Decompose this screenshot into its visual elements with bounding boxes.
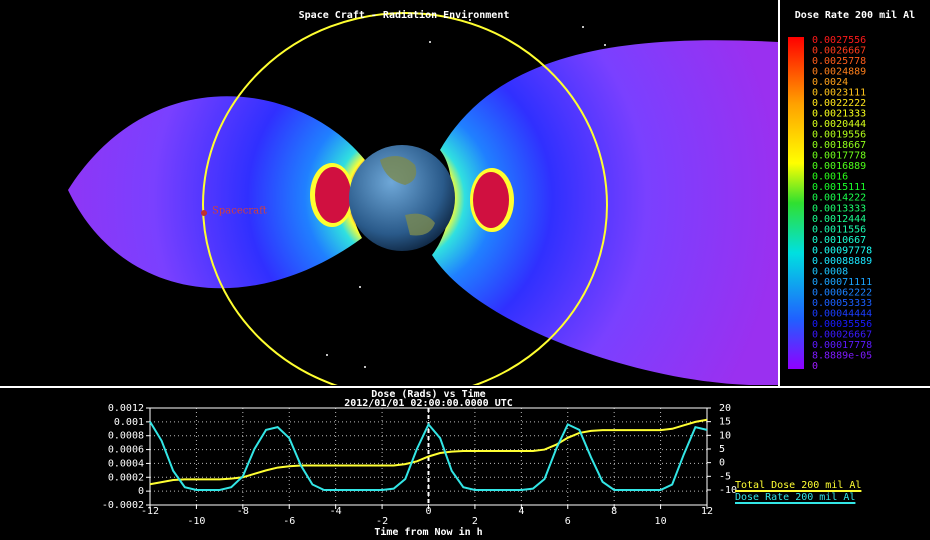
- colorbar-label: 0.00035556: [812, 319, 872, 330]
- colorbar-label: 0.0020444: [812, 119, 866, 130]
- colorbar-label: 0.0013333: [812, 203, 866, 214]
- colorbar-label: 0.00088889: [812, 256, 872, 267]
- colorbar-label: 0.00062222: [812, 287, 872, 298]
- viewer: Spacecraft Space Craft - Radiation Envir…: [68, 9, 778, 397]
- colorbar-label: 0.0012444: [812, 214, 866, 225]
- colorbar-label: 0.0024889: [812, 67, 866, 78]
- legend-label: Total Dose 200 mil Al: [735, 480, 861, 491]
- y-tick-label: 0.0002: [108, 472, 144, 483]
- x-tick-label: -10: [187, 516, 205, 527]
- y2-tick-label: 10: [719, 430, 731, 441]
- colorbar-label: 0.0010667: [812, 235, 866, 246]
- y-tick-label: 0.0012: [108, 403, 144, 414]
- colorbar-label: 0.0014222: [812, 193, 866, 204]
- y2-tick-label: 5: [719, 444, 725, 455]
- y-tick-label: 0.0008: [108, 431, 144, 442]
- viewer-title: Space Craft - Radiation Environment: [299, 9, 510, 21]
- colorbar-label: 0.00026667: [812, 329, 872, 340]
- inner-belt: [315, 167, 351, 223]
- app-window: Spacecraft Space Craft - Radiation Envir…: [0, 0, 930, 540]
- y2-tick-label: 20: [719, 403, 731, 414]
- y2-tick-label: -5: [719, 471, 731, 482]
- x-tick-label: -2: [376, 516, 388, 527]
- colorbar-label: 0.00017778: [812, 340, 872, 351]
- colorbar-label: 0.0019556: [812, 130, 866, 141]
- y-tick-label: 0: [138, 486, 144, 497]
- colorbar-label: 0.0025778: [812, 56, 866, 67]
- colorbar-label: 0.0015111: [812, 182, 866, 193]
- chart-subtitle: 2012/01/01 02:00:00.0000 UTC: [344, 398, 513, 409]
- colorbar-label: 0.00053333: [812, 298, 872, 309]
- colorbar-label: 0.0016: [812, 172, 848, 183]
- colorbar-label: 0.0021333: [812, 109, 866, 120]
- y-tick-label: 0.0006: [108, 445, 144, 456]
- colorbar-label: 0.00044444: [812, 308, 872, 319]
- colorbar-label: 0.0024: [812, 77, 848, 88]
- x-tick-label: -4: [330, 506, 342, 517]
- colorbar-label: 0.0027556: [812, 35, 866, 46]
- x-tick-label: -6: [283, 516, 295, 527]
- colorbar-label: 0.0017778: [812, 151, 866, 162]
- x-tick-label: -8: [237, 506, 249, 517]
- colorbar-label: 0: [812, 361, 818, 372]
- colorbar-label: 0.00097778: [812, 245, 872, 256]
- colorbar: [788, 37, 804, 369]
- colorbar-label: 0.0008: [812, 266, 848, 277]
- colorbar-label: 0.0018667: [812, 140, 866, 151]
- x-tick-label: 10: [655, 516, 667, 527]
- legend-label: Dose Rate 200 mil Al: [735, 492, 855, 503]
- x-tick-label: 4: [518, 506, 524, 517]
- x-tick-label: 6: [565, 516, 571, 527]
- inner-belt: [473, 172, 509, 228]
- y-tick-label: 0.0004: [108, 458, 144, 469]
- x-tick-label: 2: [472, 516, 478, 527]
- colorbar-label: 0.00071111: [812, 277, 872, 288]
- colorbar-label: 0.0011556: [812, 224, 866, 235]
- y2-tick-label: 0: [719, 458, 725, 469]
- colorbar-label: 8.8889e-05: [812, 350, 872, 361]
- colorbar-label: 0.0026667: [812, 46, 866, 57]
- x-tick-label: 12: [701, 506, 713, 517]
- colorbar-title: Dose Rate 200 mil Al: [795, 9, 915, 21]
- colorbar-label: 0.0022222: [812, 98, 866, 109]
- colorbar-label: 0.0023111: [812, 88, 866, 99]
- y2-tick-label: 15: [719, 417, 731, 428]
- y-tick-label: 0.001: [114, 417, 144, 428]
- x-tick-label: 8: [611, 506, 617, 517]
- spacecraft-label: Spacecraft: [212, 206, 267, 217]
- y-tick-label: -0.0002: [102, 500, 144, 511]
- spacecraft[interactable]: [201, 210, 207, 216]
- x-tick-label: 0: [425, 506, 431, 517]
- x-axis-label: Time from Now in h: [374, 526, 482, 538]
- colorbar-label: 0.0016889: [812, 161, 866, 172]
